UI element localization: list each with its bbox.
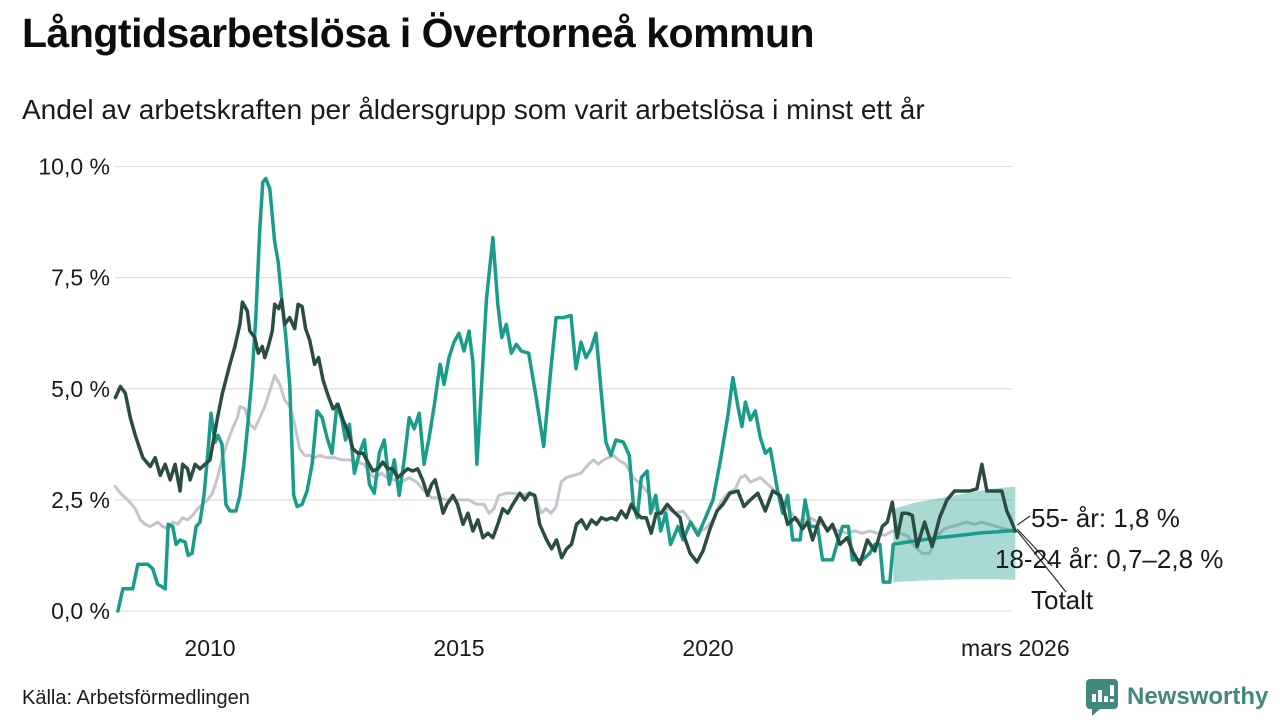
newsworthy-logo-text: Newsworthy — [1127, 683, 1269, 710]
page-title: Långtidsarbetslösa i Övertorneå kommun — [22, 10, 815, 56]
svg-text:7,5 %: 7,5 % — [51, 265, 110, 291]
series-end-label-55: 55- år: 1,8 % — [1031, 503, 1180, 533]
svg-text:2,5 %: 2,5 % — [51, 487, 110, 513]
svg-text:2015: 2015 — [433, 635, 484, 661]
svg-text:0,0 %: 0,0 % — [51, 598, 110, 624]
svg-text:2020: 2020 — [682, 635, 733, 661]
newsworthy-logo: Newsworthy — [1085, 678, 1268, 716]
source-credit: Källa: Arbetsförmedlingen — [22, 687, 250, 709]
chart-subtitle: Andel av arbetskraften per åldersgrupp s… — [22, 94, 925, 125]
svg-text:5,0 %: 5,0 % — [51, 376, 110, 402]
svg-text:10,0 %: 10,0 % — [38, 154, 110, 180]
svg-text:2010: 2010 — [184, 635, 235, 661]
series-end-label-18-24: 18-24 år: 0,7–2,8 % — [995, 544, 1224, 574]
newsworthy-chart-bubble-icon — [1086, 679, 1118, 716]
series-end-label-total: Totalt — [1031, 585, 1094, 615]
svg-text:mars 2026: mars 2026 — [961, 635, 1070, 661]
